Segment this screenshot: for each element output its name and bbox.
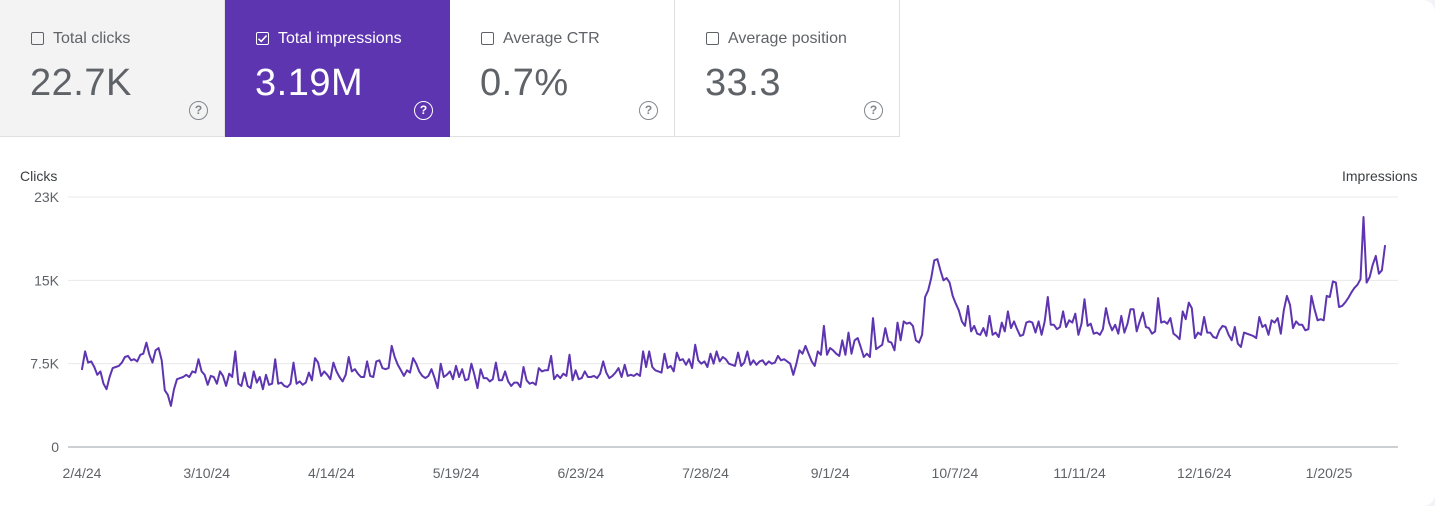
metric-card-average-position[interactable]: Average position 33.3 ? [675,0,900,137]
x-tick-label: 6/23/24 [557,465,604,481]
checkbox-average-ctr[interactable] [481,32,494,45]
y-tick-label: 0 [51,439,59,455]
metric-label: Total clicks [53,30,131,47]
metric-value: 33.3 [705,62,781,104]
metric-card-total-clicks[interactable]: Total clicks 22.7K ? [0,0,225,137]
impressions-series-line [81,216,1386,407]
x-tick-label: 1/20/25 [1306,465,1353,481]
metric-label: Total impressions [278,30,402,47]
help-icon[interactable]: ? [864,101,883,120]
x-tick-label: 12/16/24 [1177,465,1232,481]
metric-value: 22.7K [30,62,132,104]
y-axis-title-right: Impressions [1342,168,1418,184]
x-tick-label: 4/14/24 [308,465,355,481]
metric-cards: Total clicks 22.7K ? Total impressions 3… [0,0,900,137]
metric-label: Average CTR [503,30,600,47]
x-tick-label: 3/10/24 [183,465,230,481]
y-tick-label: 15K [34,272,60,288]
metric-label: Average position [728,30,847,47]
checkbox-average-position[interactable] [706,32,719,45]
help-icon[interactable]: ? [189,101,208,120]
y-tick-label: 7.5K [30,356,59,372]
x-tick-label: 10/7/24 [932,465,979,481]
metric-value: 3.19M [255,62,364,104]
help-icon[interactable]: ? [639,101,658,120]
checkbox-total-clicks[interactable] [31,32,44,45]
help-icon[interactable]: ? [414,101,433,120]
x-tick-label: 11/11/24 [1053,465,1106,481]
x-tick-label: 7/28/24 [682,465,729,481]
metric-card-average-ctr[interactable]: Average CTR 0.7% ? [450,0,675,137]
y-axis-title-left: Clicks [20,168,58,184]
x-tick-label: 9/1/24 [811,465,850,481]
metric-value: 0.7% [480,62,569,104]
x-tick-label: 2/4/24 [63,465,102,481]
checkmark-icon [257,35,268,43]
checkbox-total-impressions[interactable] [256,32,269,45]
y-tick-label: 23K [34,189,60,205]
x-tick-label: 5/19/24 [433,465,480,481]
metric-card-total-impressions[interactable]: Total impressions 3.19M ? [225,0,450,137]
